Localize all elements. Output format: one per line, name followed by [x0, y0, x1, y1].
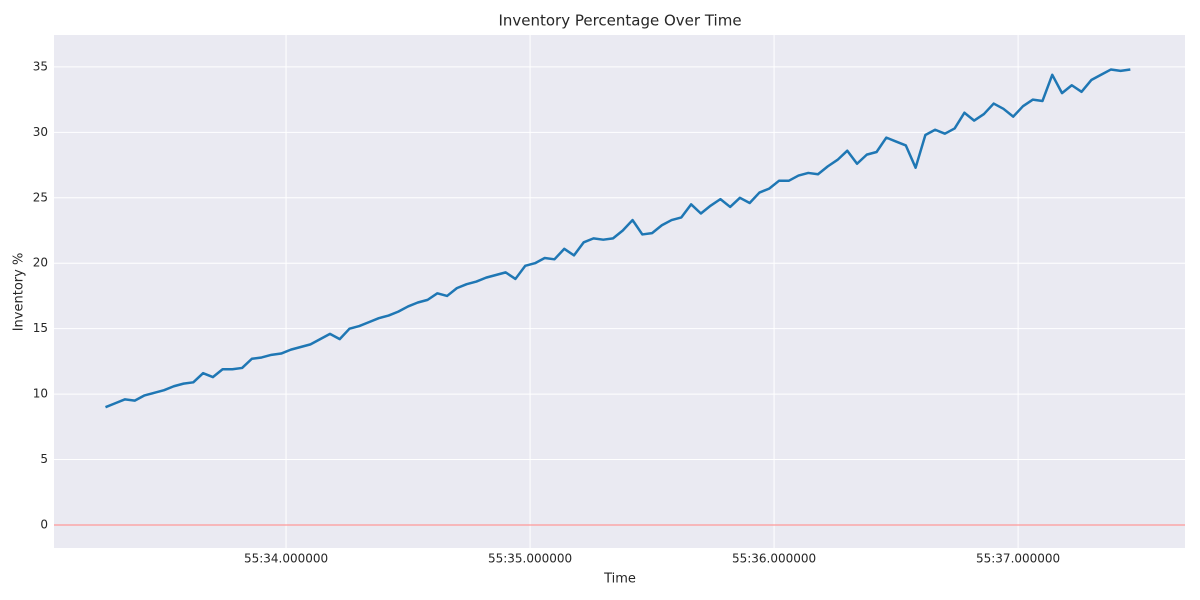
- data-line: [105, 68, 1131, 409]
- y-tick-label: 10: [33, 387, 48, 401]
- x-tick-label: 55:34.000000: [244, 552, 328, 566]
- y-tick-label: 0: [40, 517, 48, 531]
- y-tick-label: 30: [33, 125, 48, 139]
- x-tick-label: 55:36.000000: [732, 552, 816, 566]
- y-tick-label: 35: [33, 59, 48, 73]
- plot-area: [54, 35, 1185, 548]
- y-tick-label: 15: [33, 321, 48, 335]
- y-tick-label: 20: [33, 256, 48, 270]
- y-tick-label: 25: [33, 190, 48, 204]
- x-tick-label: 55:35.000000: [488, 552, 572, 566]
- y-tick-label: 5: [40, 452, 48, 466]
- x-tick-label: 55:37.000000: [976, 552, 1060, 566]
- x-axis-label: Time: [603, 572, 636, 587]
- y-axis-label: Inventory %: [12, 253, 27, 332]
- chart-title: Inventory Percentage Over Time: [498, 12, 741, 30]
